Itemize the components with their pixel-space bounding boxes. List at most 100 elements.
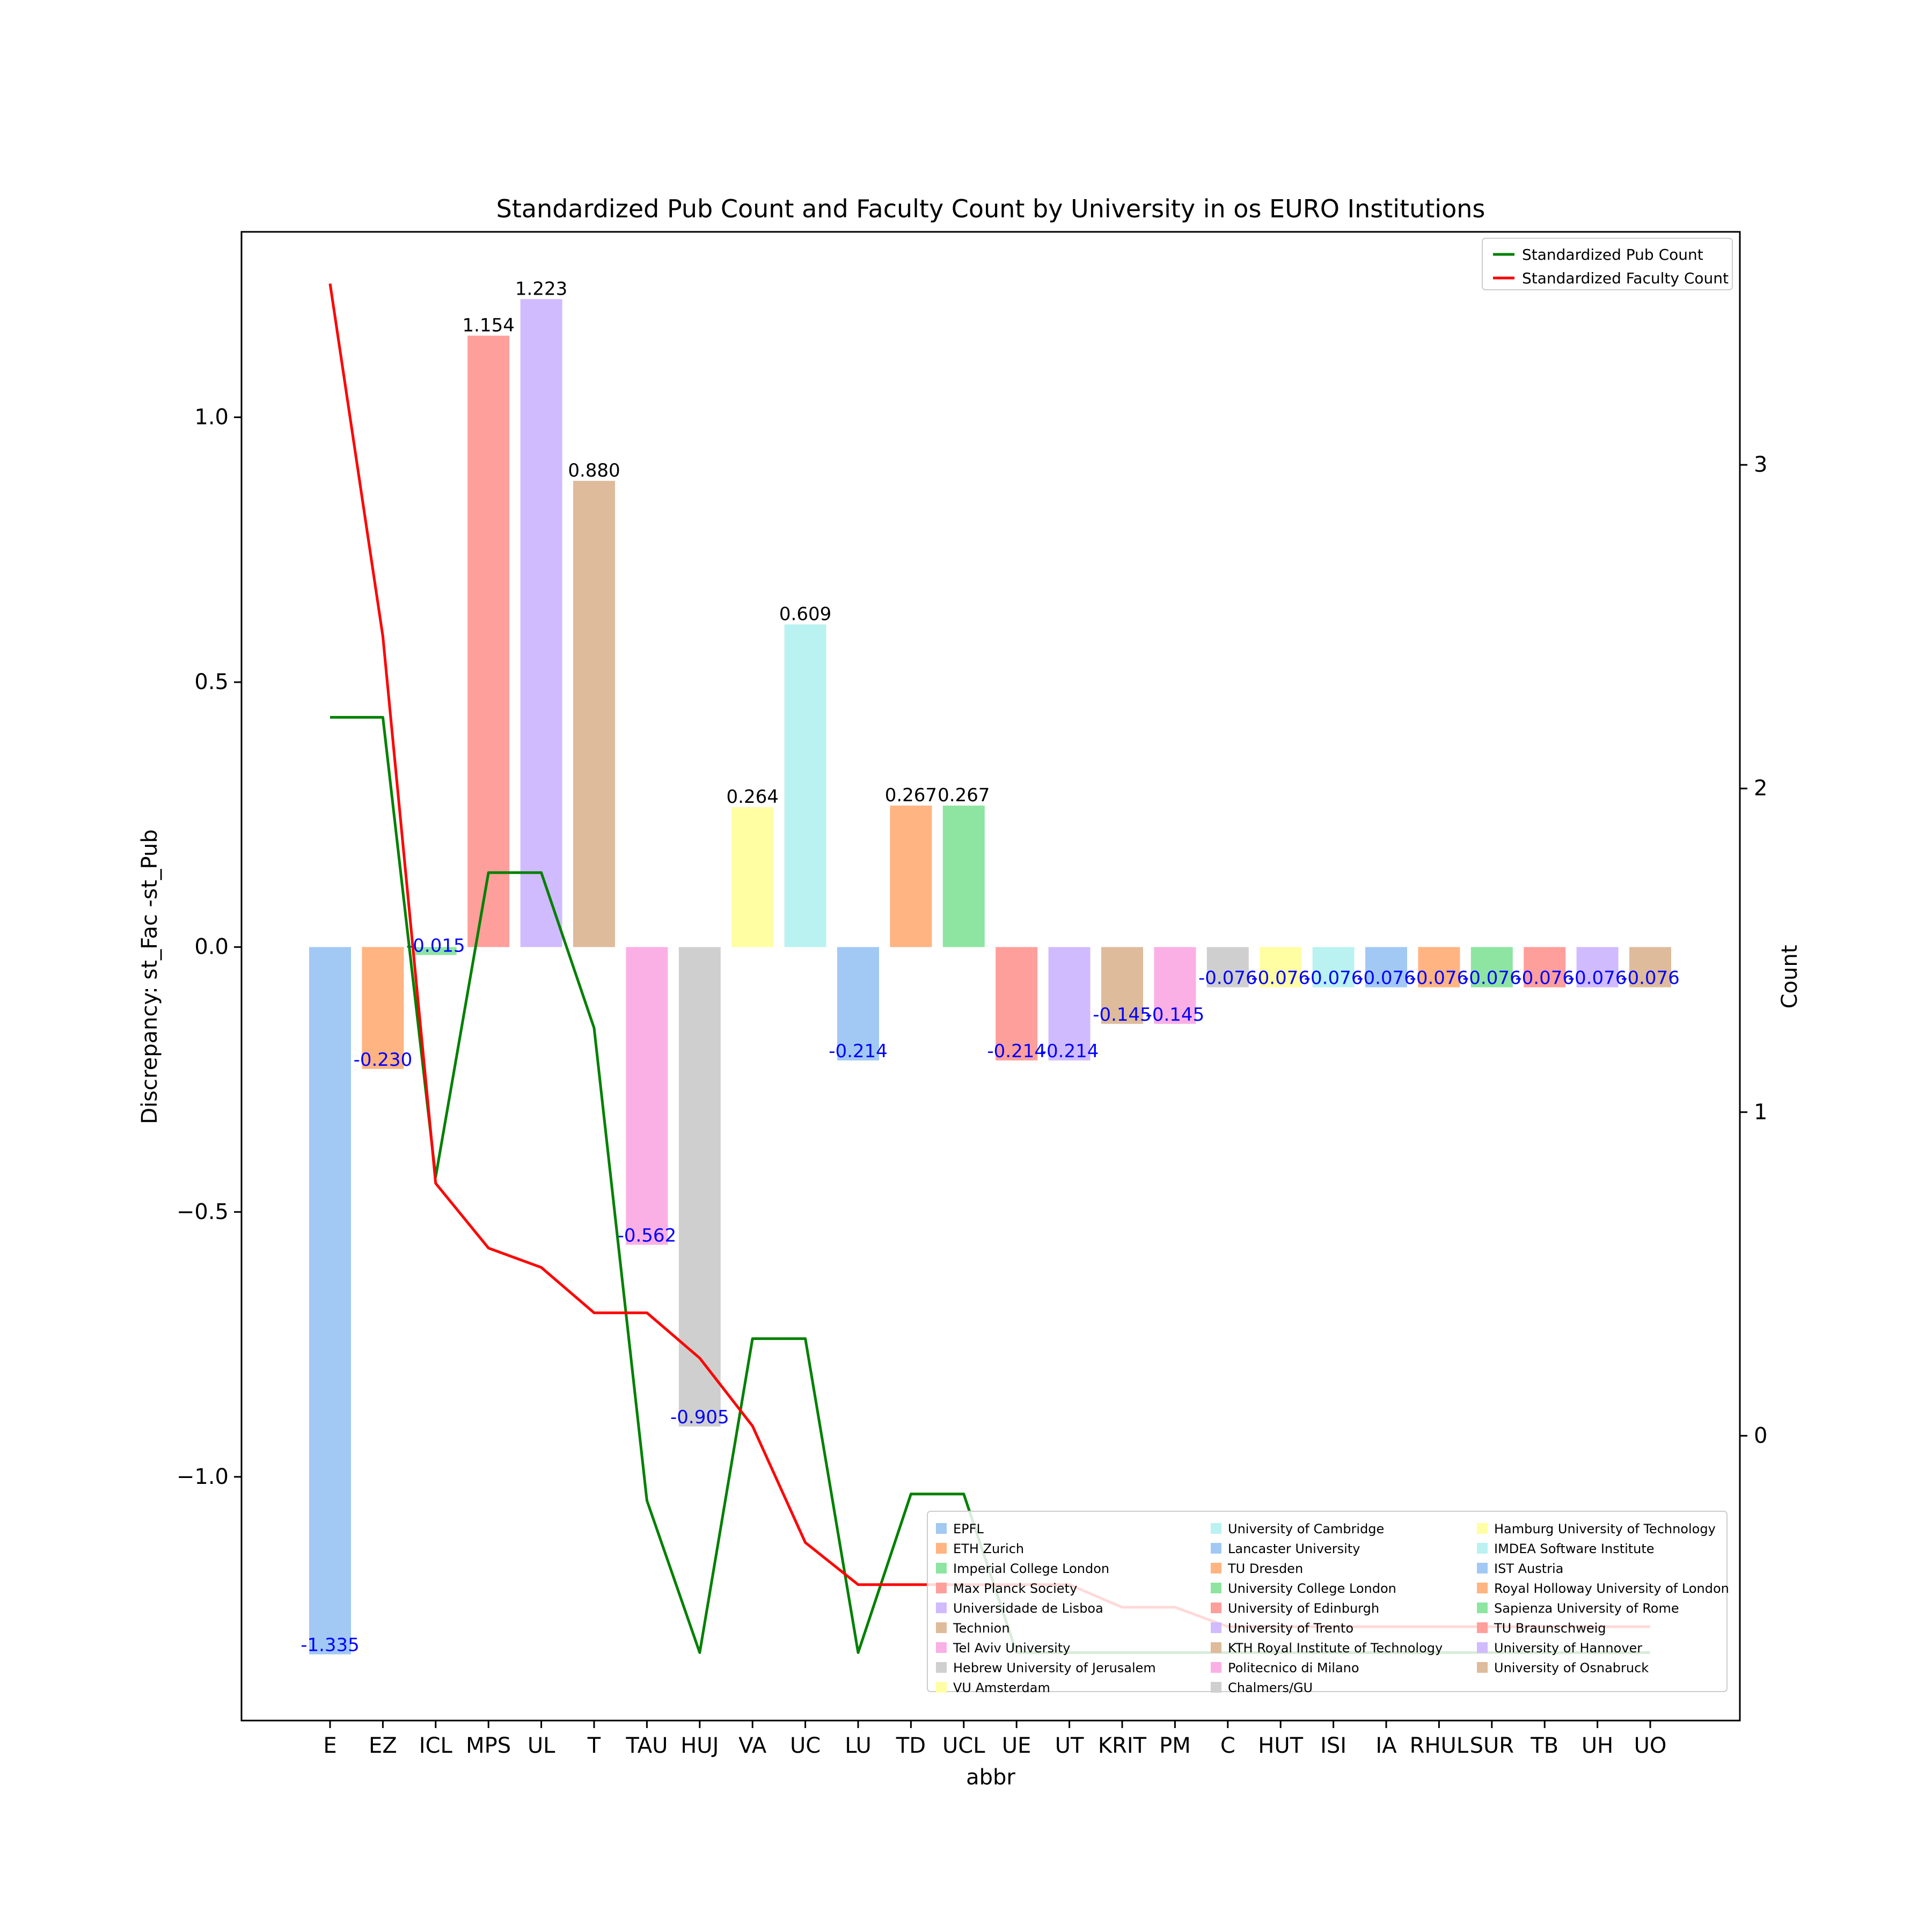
bar-value-label: -0.905 bbox=[670, 1407, 729, 1428]
bar-value-label: -0.076 bbox=[1568, 968, 1627, 989]
legend-university-label: Lancaster University bbox=[1228, 1541, 1360, 1556]
x-tick-label: UO bbox=[1634, 1733, 1667, 1758]
bars-layer bbox=[309, 299, 1671, 1655]
left-axis: −1.0 −0.5 0.0 0.5 1.0 bbox=[177, 405, 241, 1489]
bar-value-label: -0.145 bbox=[1093, 1004, 1152, 1026]
bar-uc bbox=[784, 624, 826, 947]
legend-universities-frame bbox=[927, 1511, 1728, 1692]
bar-value-label: 0.880 bbox=[568, 460, 620, 481]
legend-university-label: Max Planck Society bbox=[953, 1581, 1077, 1596]
legend-swatch bbox=[1211, 1563, 1221, 1574]
legend-series-label: Standardized Faculty Count bbox=[1522, 269, 1729, 287]
x-tick-label: IA bbox=[1375, 1733, 1397, 1758]
legend-swatch bbox=[936, 1563, 947, 1574]
bar-t bbox=[573, 480, 615, 947]
x-tick-label: MPS bbox=[466, 1733, 511, 1758]
x-tick-label: SUR bbox=[1470, 1733, 1514, 1758]
bar-value-label: -0.214 bbox=[829, 1041, 888, 1062]
legend-swatch bbox=[1211, 1622, 1221, 1633]
legend-swatch bbox=[936, 1523, 947, 1534]
bar-value-label: -0.076 bbox=[1515, 968, 1574, 989]
x-tick-label: UT bbox=[1055, 1733, 1084, 1758]
y2-tick-label: 1 bbox=[1754, 1100, 1767, 1124]
legend-university-label: TU Dresden bbox=[1227, 1561, 1303, 1576]
bar-value-label: -0.015 bbox=[406, 935, 465, 957]
bar-ut bbox=[1048, 947, 1091, 1060]
legend-university-label: KTH Royal Institute of Technology bbox=[1228, 1641, 1443, 1656]
bar-value-label: 0.264 bbox=[727, 786, 779, 808]
legend-university-label: Technion bbox=[953, 1621, 1010, 1636]
bar-value-label: -0.076 bbox=[1410, 968, 1469, 989]
bar-value-label: -0.076 bbox=[1462, 968, 1521, 989]
legend-swatch bbox=[1477, 1662, 1488, 1673]
legend-swatch bbox=[1477, 1543, 1488, 1554]
legend-swatch bbox=[1211, 1543, 1221, 1554]
bar-uo bbox=[1629, 947, 1671, 987]
bar-lu bbox=[837, 947, 879, 1060]
legend-swatch bbox=[1211, 1602, 1221, 1613]
legend-university-label: Sapienza University of Rome bbox=[1494, 1601, 1679, 1616]
bar-value-label: -0.214 bbox=[1040, 1041, 1099, 1062]
legend-series-frame bbox=[1482, 238, 1733, 290]
bar-value-label: -0.076 bbox=[1357, 968, 1416, 989]
x-axis-label: abbr bbox=[966, 1765, 1015, 1790]
legend-university-label: Politecnico di Milano bbox=[1228, 1660, 1359, 1675]
legend-swatch bbox=[936, 1622, 947, 1633]
y2-axis-label: Count bbox=[1777, 945, 1802, 1009]
legend-swatch bbox=[1477, 1622, 1488, 1633]
legend-swatch bbox=[1477, 1642, 1488, 1653]
y-tick-label: −1.0 bbox=[177, 1465, 229, 1489]
bar-rhul bbox=[1418, 947, 1460, 987]
y-tick-label: 0.0 bbox=[194, 935, 229, 960]
bar-value-label: -1.335 bbox=[301, 1635, 360, 1656]
legend-university-label: Hamburg University of Technology bbox=[1494, 1521, 1716, 1536]
legend-university-label: IST Austria bbox=[1494, 1561, 1563, 1576]
bar-value-label: 1.223 bbox=[515, 278, 567, 299]
legend-universities: EPFL ETH Zurich Imperial College London Max… bbox=[927, 1511, 1729, 1695]
legend-swatch bbox=[1211, 1682, 1221, 1693]
x-tick-label: PM bbox=[1159, 1733, 1191, 1758]
legend-swatch bbox=[1477, 1523, 1488, 1534]
plot-frame bbox=[240, 231, 1741, 1722]
bar-c bbox=[1206, 947, 1249, 987]
bar-value-label: -0.145 bbox=[1146, 1004, 1205, 1026]
x-tick-label: HUJ bbox=[680, 1733, 719, 1758]
x-axis: E EZ ICL MPS UL T TAU HUJ VA UC LU TD UCL UE UT KRIT PM C… bbox=[323, 1721, 1666, 1758]
legend-university-label: IMDEA Software Institute bbox=[1494, 1541, 1655, 1556]
chart-title: Standardized Pub Count and Faculty Count… bbox=[496, 194, 1485, 223]
x-tick-label: HUT bbox=[1258, 1733, 1303, 1758]
bar-value-label: -0.562 bbox=[618, 1225, 677, 1247]
bar-value-label: -0.076 bbox=[1621, 968, 1680, 989]
legend-swatch bbox=[1211, 1642, 1221, 1653]
x-tick-label: TB bbox=[1530, 1733, 1558, 1758]
bar-hut bbox=[1260, 947, 1302, 987]
bar-pm bbox=[1154, 947, 1196, 1024]
legend-university-label: Hebrew University of Jerusalem bbox=[953, 1660, 1156, 1675]
legend-swatch bbox=[1211, 1583, 1221, 1593]
bar-ucl bbox=[942, 806, 985, 947]
legend-swatch bbox=[1477, 1583, 1488, 1593]
legend-series-label: Standardized Pub Count bbox=[1522, 246, 1703, 264]
bar-tau bbox=[626, 947, 668, 1245]
legend-university-label: Tel Aviv University bbox=[953, 1641, 1070, 1656]
x-tick-label: LU bbox=[845, 1733, 872, 1758]
y2-tick-label: 2 bbox=[1754, 776, 1767, 801]
bar-huj bbox=[678, 947, 721, 1427]
legend-university-label: University College London bbox=[1228, 1581, 1396, 1596]
bar-value-label: 0.267 bbox=[938, 785, 990, 806]
x-tick-label: KRIT bbox=[1098, 1733, 1147, 1758]
legend-university-label: University of Osnabruck bbox=[1494, 1660, 1649, 1675]
bar-value-label: 0.267 bbox=[885, 785, 937, 806]
y2-tick-label: 0 bbox=[1754, 1423, 1767, 1448]
bar-ue bbox=[996, 947, 1038, 1060]
x-tick-label: ISI bbox=[1320, 1733, 1346, 1758]
bar-mps bbox=[467, 335, 510, 947]
bar-sur bbox=[1470, 947, 1513, 987]
legend-swatch bbox=[1211, 1662, 1221, 1673]
legend-university-label: University of Edinburgh bbox=[1228, 1601, 1379, 1616]
legend-series: Standardized Pub Count Standardized Facul… bbox=[1482, 238, 1733, 290]
bar-icl bbox=[414, 947, 457, 955]
legend-swatch bbox=[1477, 1563, 1488, 1574]
x-tick-label: EZ bbox=[369, 1733, 397, 1758]
legend-swatch bbox=[936, 1583, 947, 1593]
